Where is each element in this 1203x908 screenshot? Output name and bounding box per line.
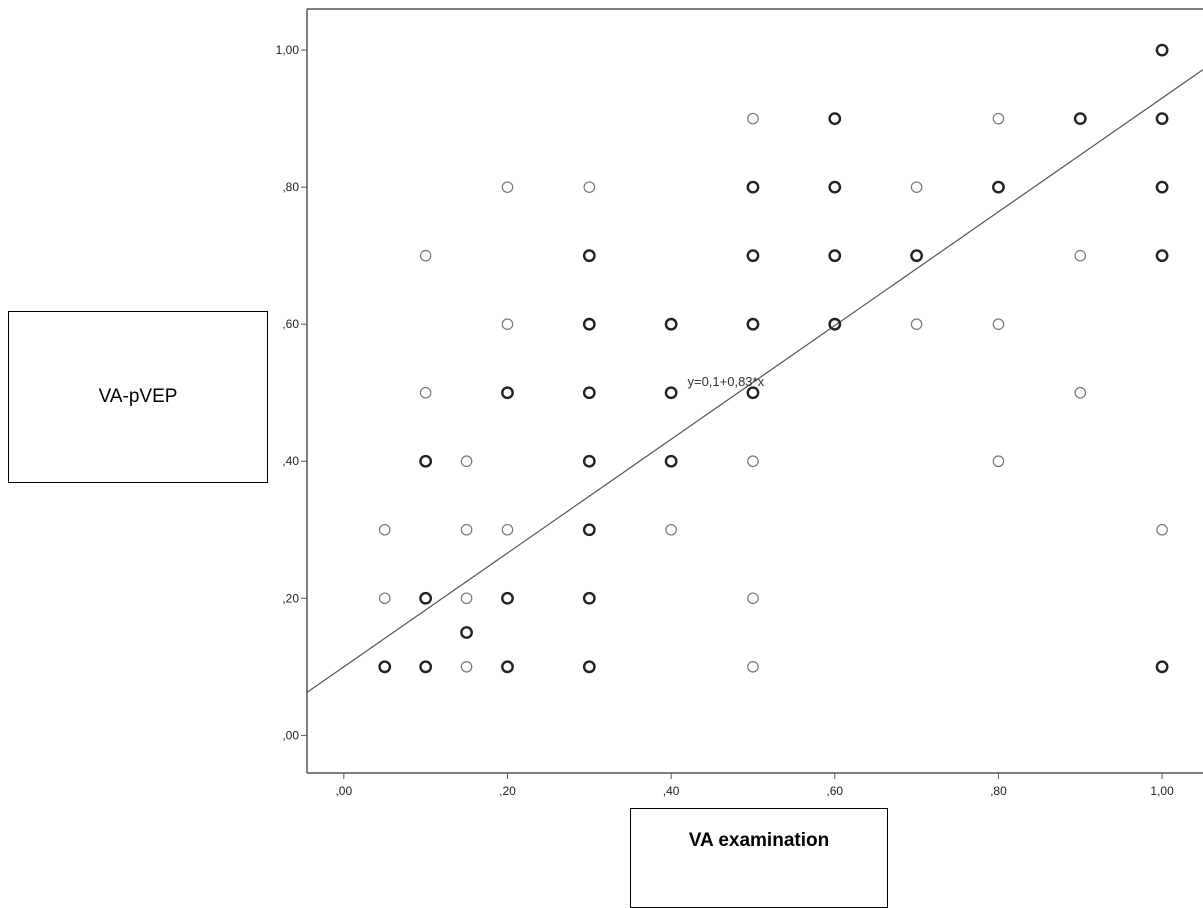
- data-point: [501, 660, 514, 674]
- data-point: [746, 317, 760, 331]
- x-axis-ticks: ,00 ,20 ,40 ,60 ,80 1,00: [335, 773, 1174, 798]
- data-point: [828, 112, 842, 126]
- data-point: [501, 591, 514, 605]
- x-tick-label: ,80: [990, 784, 1007, 798]
- data-point: [378, 523, 391, 536]
- x-axis-label-box: VA examination: [630, 808, 888, 908]
- data-point: [910, 318, 923, 330]
- data-point: [501, 181, 514, 193]
- data-point: [910, 249, 924, 263]
- x-tick-label: ,20: [499, 784, 516, 798]
- data-point: [747, 660, 759, 673]
- data-point: [419, 660, 433, 674]
- data-point: [665, 523, 677, 536]
- data-point: [419, 249, 432, 262]
- data-point: [828, 180, 842, 194]
- data-point: [992, 455, 1005, 468]
- x-tick-label: 1,00: [1150, 784, 1174, 798]
- data-point: [1155, 112, 1169, 126]
- y-tick-label: ,60: [282, 317, 299, 331]
- data-point: [460, 626, 473, 639]
- data-point: [501, 318, 514, 330]
- data-point: [419, 386, 432, 399]
- data-point: [460, 660, 473, 673]
- y-tick-label: ,00: [282, 728, 299, 742]
- data-point: [1155, 43, 1169, 57]
- data-point: [664, 386, 678, 400]
- data-points: [378, 43, 1169, 674]
- data-point: [992, 112, 1005, 125]
- x-tick-label: ,00: [335, 784, 352, 798]
- data-point: [419, 591, 433, 605]
- data-point: [828, 249, 842, 263]
- data-point: [419, 454, 433, 468]
- data-point: [460, 455, 473, 468]
- data-point: [747, 592, 759, 605]
- data-point: [460, 523, 473, 536]
- data-point: [1074, 249, 1087, 262]
- data-point: [1156, 523, 1168, 536]
- data-point: [1155, 180, 1169, 194]
- data-point: [746, 386, 760, 400]
- data-point: [828, 317, 842, 331]
- y-tick-label: ,40: [282, 454, 299, 468]
- data-point: [992, 318, 1005, 330]
- regression-line-group: [306, 69, 1203, 693]
- data-point: [1073, 112, 1087, 126]
- x-tick-label: ,60: [826, 784, 843, 798]
- data-point: [378, 592, 391, 605]
- data-point: [460, 592, 473, 605]
- data-point: [583, 181, 596, 193]
- data-point: [1155, 660, 1169, 674]
- data-point: [746, 180, 760, 194]
- data-point: [1074, 386, 1087, 399]
- data-point: [747, 112, 759, 125]
- y-tick-label: 1,00: [276, 43, 300, 57]
- data-point: [582, 454, 596, 468]
- data-point: [910, 181, 923, 193]
- data-point: [582, 386, 596, 400]
- data-point: [746, 249, 760, 263]
- y-axis-ticks: ,00 ,20 ,40 ,60 ,80 1,00: [276, 43, 307, 742]
- x-axis-label: VA examination: [688, 830, 830, 851]
- data-point: [664, 317, 678, 331]
- y-tick-label: ,20: [282, 591, 299, 605]
- regression-line: [306, 69, 1203, 693]
- regression-equation-label: y=0,1+0,83*x: [687, 374, 764, 389]
- data-point: [582, 591, 596, 605]
- data-point: [582, 660, 596, 674]
- data-point: [664, 454, 678, 468]
- data-point: [582, 317, 596, 331]
- data-point: [501, 523, 514, 536]
- data-point: [501, 386, 514, 400]
- y-tick-label: ,80: [282, 180, 299, 194]
- y-axis-label-box: VA-pVEP: [8, 311, 268, 483]
- y-axis-label: VA-pVEP: [98, 386, 178, 407]
- data-point: [747, 455, 759, 468]
- data-point: [992, 180, 1005, 194]
- data-point: [582, 249, 596, 263]
- data-point: [582, 523, 596, 537]
- axes: [306, 8, 1203, 774]
- data-point: [1155, 249, 1169, 263]
- x-tick-label: ,40: [663, 784, 680, 798]
- data-point: [378, 660, 392, 674]
